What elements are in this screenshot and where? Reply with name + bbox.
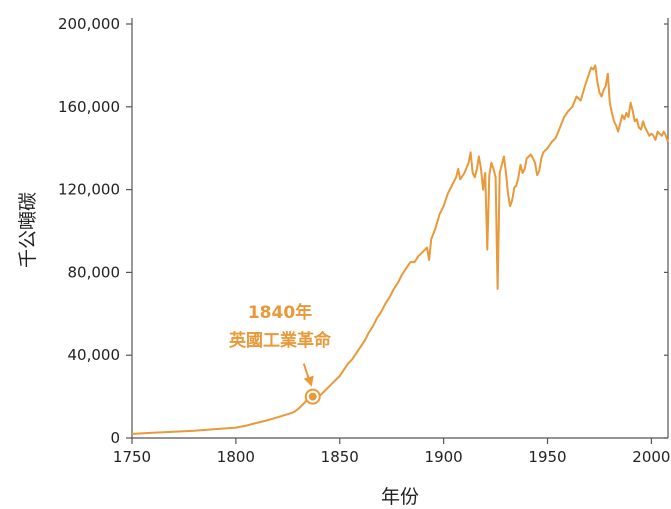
- y-tick-label: 0: [110, 429, 120, 447]
- x-tick-label: 1950: [528, 448, 566, 466]
- y-tick-label: 120,000: [58, 181, 120, 199]
- y-tick-label: 160,000: [58, 98, 120, 116]
- ticks: 0 40,000 80,000 120,000 160,000 200,000 1750 18…: [58, 15, 671, 466]
- series: [131, 64, 669, 435]
- annotation-marker-dot: [308, 392, 317, 401]
- x-tick-label: 2000: [632, 448, 670, 466]
- y-axis-title: 千公噸碳: [17, 192, 39, 268]
- annotation-year-label: 1840年: [248, 302, 312, 323]
- x-tick-label: 1800: [217, 448, 255, 466]
- annotation-arrow-head: [303, 375, 314, 387]
- annotation-event-label: 英國工業革命: [229, 330, 332, 351]
- x-tick-label: 1900: [425, 448, 463, 466]
- x-axis-title: 年份: [381, 486, 419, 508]
- emissions-line: [131, 64, 669, 435]
- y-tick-label: 200,000: [58, 15, 120, 33]
- y-tick-label: 40,000: [68, 346, 121, 364]
- axes: [131, 18, 669, 439]
- x-tick-label: 1850: [321, 448, 359, 466]
- x-tick-label: 1750: [113, 448, 151, 466]
- y-tick-label: 80,000: [68, 263, 121, 281]
- annotation: 1840年 英國工業革命: [229, 302, 332, 405]
